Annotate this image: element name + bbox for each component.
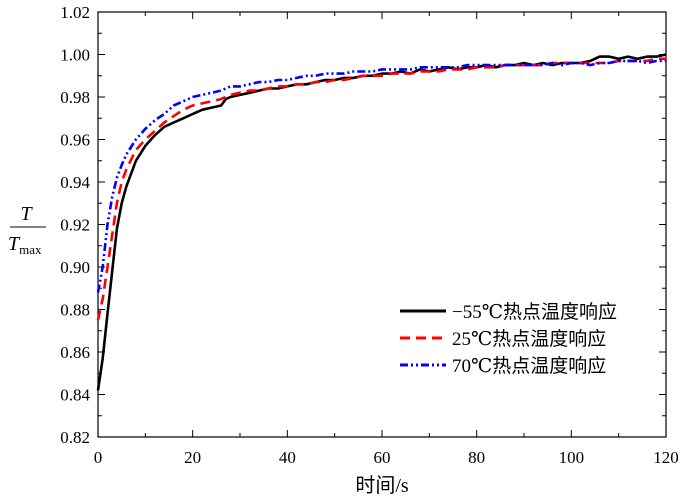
y-axis-label-denominator: Tmax [8,233,42,257]
series-line-2 [96,57,666,321]
x-tick-label: 120 [653,448,679,467]
legend-label-1: −55℃热点温度响应 [452,301,617,323]
y-tick-label: 0.88 [60,301,90,320]
x-axis-label: 时间/s [355,474,409,497]
series-layer [96,53,667,391]
x-tick-label: 0 [94,448,103,467]
y-tick-label: 0.82 [60,428,90,447]
axis-ticks [97,11,667,438]
y-axis-label-denominator-subscript: max [19,242,42,257]
y-tick-label: 0.84 [60,386,90,405]
y-tick-label: 0.94 [60,173,90,192]
series-line-3 [96,59,666,293]
x-tick-label: 20 [184,448,201,467]
y-tick-label: 1.00 [60,46,90,65]
x-tick-label: 100 [559,448,585,467]
y-axis-label-denominator-base: T [8,233,21,255]
y-tick-label: 0.86 [60,343,90,362]
x-tick-label: 40 [279,448,296,467]
legend: −55℃热点温度响应 25℃热点温度响应 70℃热点温度响应 [400,301,617,377]
legend-label-3: 70℃热点温度响应 [452,355,606,377]
y-tick-label: 1.02 [60,3,90,22]
tick-labels: 0 20 40 60 80 100 120 0.82 0.84 0.86 0.88 0.90 0.92 0… [60,3,679,467]
y-tick-label: 0.96 [60,131,90,150]
y-axis-label: T Tmax [8,203,46,257]
y-axis-label-numerator: T [20,203,33,225]
x-tick-label: 60 [374,448,391,467]
y-tick-label: 0.98 [60,88,90,107]
y-tick-label: 0.92 [60,216,90,235]
x-tick-label: 80 [468,448,485,467]
y-tick-label: 0.90 [60,258,90,277]
legend-label-2: 25℃热点温度响应 [452,328,606,350]
